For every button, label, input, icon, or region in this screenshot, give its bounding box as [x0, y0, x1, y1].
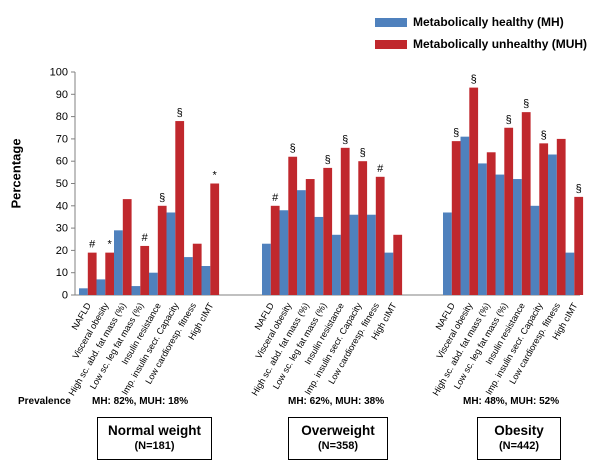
bar-muh — [504, 127, 514, 295]
bar-muh — [451, 141, 461, 295]
bar-muh — [521, 112, 531, 295]
bar-muh — [192, 243, 202, 295]
group-box-overweight: Overweight (N=358) — [288, 417, 388, 460]
bar-muh — [288, 156, 298, 295]
y-tick-label: 70 — [56, 133, 68, 145]
bar-mh — [131, 286, 141, 295]
bar-mh — [443, 212, 452, 295]
y-tick-label: 10 — [56, 267, 68, 279]
prevalence-label: Prevalence — [18, 396, 71, 407]
legend-item-mh: Metabolically healthy (MH) — [375, 14, 564, 30]
bar-mh — [262, 243, 271, 295]
bar-mh — [79, 288, 88, 295]
bar-muh — [122, 199, 132, 295]
bar-mh — [279, 210, 289, 295]
significance-marker: § — [325, 154, 331, 166]
bar-mh — [149, 272, 158, 295]
bar-muh — [140, 245, 150, 295]
significance-marker: # — [272, 192, 279, 204]
bar-muh — [323, 167, 333, 295]
bar-mh — [513, 179, 522, 295]
group-n: (N=358) — [317, 440, 359, 452]
bar-muh — [175, 121, 185, 295]
legend-swatch-muh — [375, 40, 407, 50]
y-tick-label: 60 — [56, 156, 68, 168]
group-n: (N=181) — [134, 440, 175, 452]
significance-marker: # — [377, 163, 384, 175]
group-box-normal-weight: Normal weight (N=181) — [97, 417, 212, 460]
significance-marker: * — [213, 170, 218, 182]
y-tick-label: 100 — [50, 67, 68, 79]
prevalence-obesity: MH: 48%, MUH: 52% — [463, 396, 560, 407]
bar-mh — [201, 266, 211, 295]
bar-mh — [460, 136, 470, 295]
y-tick-label: 0 — [62, 290, 68, 302]
bar-muh — [469, 87, 479, 295]
group-box-obesity: Obesity (N=442) — [477, 417, 561, 460]
significance-marker: # — [142, 232, 149, 244]
bar-mh — [184, 257, 193, 295]
significance-marker: § — [342, 134, 348, 146]
significance-marker: § — [177, 107, 183, 119]
bar-mh — [314, 216, 324, 295]
bar-mh — [495, 174, 505, 295]
bar-mh — [96, 279, 106, 295]
bar-muh — [393, 234, 403, 295]
significance-marker: § — [290, 143, 296, 155]
y-tick-label: 40 — [56, 200, 68, 212]
group-name: Normal weight — [107, 423, 201, 438]
legend-label-muh: Metabolically unhealthy (MUH) — [413, 37, 588, 51]
significance-marker: § — [360, 147, 366, 159]
bar-mh — [297, 190, 306, 295]
significance-marker: § — [541, 129, 547, 141]
significance-marker: § — [523, 98, 529, 110]
bar-muh — [486, 152, 496, 295]
bar-mh — [332, 234, 341, 295]
significance-marker: # — [89, 239, 96, 251]
significance-marker: * — [108, 239, 113, 251]
bar-mh — [478, 163, 487, 295]
significance-marker: § — [159, 192, 165, 204]
bar-mh — [367, 214, 376, 295]
significance-marker: § — [471, 74, 477, 86]
group-name: Obesity — [494, 423, 544, 438]
bar-mh — [530, 205, 540, 295]
bar-muh — [358, 161, 368, 295]
bar-mh — [384, 252, 394, 295]
bar-muh — [305, 179, 315, 295]
bar-muh — [556, 138, 566, 295]
bar-muh — [157, 205, 167, 295]
y-tick-label: 80 — [56, 111, 68, 123]
y-tick-label: 50 — [56, 178, 68, 190]
bar-muh — [270, 205, 280, 295]
bar-muh — [574, 196, 584, 295]
prevalence-overweight: MH: 62%, MUH: 38% — [288, 396, 385, 407]
legend-label-mh: Metabolically healthy (MH) — [413, 15, 564, 29]
bar-mh — [166, 212, 176, 295]
bar-mh — [548, 154, 557, 295]
group-n: (N=442) — [498, 440, 540, 452]
bar-muh — [539, 143, 549, 295]
bar-muh — [105, 252, 115, 295]
significance-marker: § — [453, 127, 459, 139]
bar-mh — [114, 230, 123, 295]
legend-item-muh: Metabolically unhealthy (MUH) — [375, 36, 587, 52]
prevalence-normal-weight: MH: 82%, MUH: 18% — [92, 396, 189, 407]
significance-marker: § — [506, 114, 512, 126]
bar-muh — [375, 176, 385, 295]
y-tick-label: 30 — [56, 223, 68, 235]
bar-muh — [87, 252, 97, 295]
legend-swatch-mh — [375, 18, 407, 28]
y-tick-label: 20 — [56, 245, 68, 257]
bar-mh — [565, 252, 575, 295]
y-tick-label: 90 — [56, 89, 68, 101]
bar-muh — [210, 183, 220, 295]
bar-mh — [349, 214, 359, 295]
group-name: Overweight — [301, 423, 375, 438]
bar-muh — [340, 147, 350, 295]
significance-marker: § — [576, 183, 582, 195]
